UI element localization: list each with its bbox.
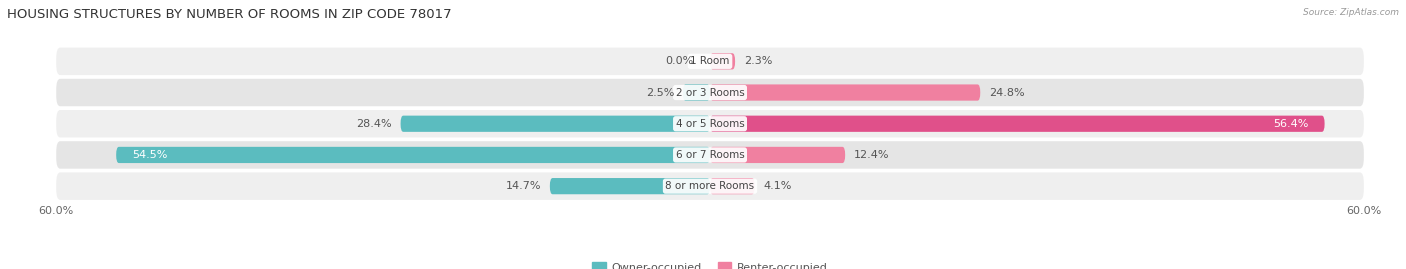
FancyBboxPatch shape: [710, 147, 845, 163]
Text: 4 or 5 Rooms: 4 or 5 Rooms: [676, 119, 744, 129]
FancyBboxPatch shape: [56, 141, 1364, 169]
Text: 28.4%: 28.4%: [356, 119, 392, 129]
Text: 4.1%: 4.1%: [763, 181, 792, 191]
Text: 2 or 3 Rooms: 2 or 3 Rooms: [676, 87, 744, 98]
Text: Source: ZipAtlas.com: Source: ZipAtlas.com: [1303, 8, 1399, 17]
Text: 54.5%: 54.5%: [132, 150, 167, 160]
FancyBboxPatch shape: [56, 110, 1364, 137]
Text: 12.4%: 12.4%: [853, 150, 890, 160]
FancyBboxPatch shape: [710, 116, 1324, 132]
FancyBboxPatch shape: [710, 53, 735, 69]
Text: 0.0%: 0.0%: [665, 56, 693, 66]
Text: 2.5%: 2.5%: [645, 87, 673, 98]
Legend: Owner-occupied, Renter-occupied: Owner-occupied, Renter-occupied: [588, 258, 832, 269]
Text: 1 Room: 1 Room: [690, 56, 730, 66]
Text: 6 or 7 Rooms: 6 or 7 Rooms: [676, 150, 744, 160]
FancyBboxPatch shape: [683, 84, 710, 101]
Text: 56.4%: 56.4%: [1272, 119, 1308, 129]
FancyBboxPatch shape: [710, 84, 980, 101]
Text: 8 or more Rooms: 8 or more Rooms: [665, 181, 755, 191]
Text: 2.3%: 2.3%: [744, 56, 772, 66]
FancyBboxPatch shape: [56, 172, 1364, 200]
Text: 14.7%: 14.7%: [506, 181, 541, 191]
FancyBboxPatch shape: [56, 48, 1364, 75]
FancyBboxPatch shape: [117, 147, 710, 163]
FancyBboxPatch shape: [56, 79, 1364, 106]
Text: 24.8%: 24.8%: [988, 87, 1025, 98]
FancyBboxPatch shape: [710, 178, 755, 194]
FancyBboxPatch shape: [550, 178, 710, 194]
Text: HOUSING STRUCTURES BY NUMBER OF ROOMS IN ZIP CODE 78017: HOUSING STRUCTURES BY NUMBER OF ROOMS IN…: [7, 8, 451, 21]
FancyBboxPatch shape: [401, 116, 710, 132]
